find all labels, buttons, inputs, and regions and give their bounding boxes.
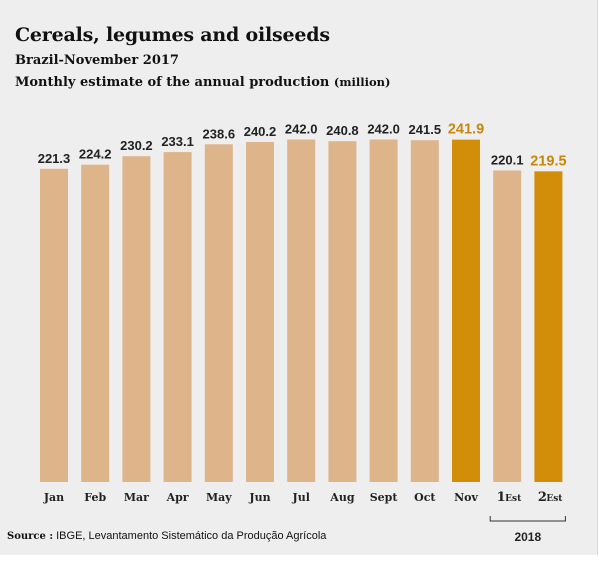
x-tick-suffix: Est — [505, 494, 522, 504]
data-label: 219.5 — [530, 153, 566, 169]
bar-Mar — [122, 156, 151, 482]
bar-Aug — [328, 141, 357, 482]
data-label: 220.1 — [491, 152, 524, 167]
data-label: 241.9 — [448, 122, 484, 138]
bar-Sept — [369, 139, 398, 482]
bar-May — [204, 144, 233, 482]
chart-subtitle: Brazil-November 2017 — [15, 53, 179, 68]
bar-Apr — [163, 152, 192, 482]
data-label: 242.0 — [367, 122, 400, 137]
x-tick-label: Apr — [166, 491, 189, 504]
bar-2 — [534, 171, 563, 483]
data-label: 233.1 — [161, 134, 194, 149]
data-label: 221.3 — [38, 151, 71, 166]
source-note: Source : IBGE, Levantamento Sistemático … — [7, 530, 326, 542]
bar-Jan — [40, 168, 68, 482]
data-label: 241.5 — [409, 122, 442, 137]
x-tick-label: Nov — [454, 491, 478, 504]
x-tick-label: Jul — [292, 491, 310, 504]
data-label: 238.6 — [203, 126, 236, 141]
x-tick-label: 2 — [538, 490, 547, 505]
x-tick-label: May — [206, 491, 232, 504]
chart-description: Monthly estimate of the annual productio… — [15, 75, 390, 90]
chart-unit: (million) — [333, 75, 391, 89]
x-tick-label: Sept — [370, 491, 399, 504]
bar-Jun — [246, 142, 274, 482]
x-tick-label: Jan — [43, 491, 64, 504]
source-label: Source : — [7, 531, 54, 542]
chart-title: Cereals, legumes and oilseeds — [15, 24, 330, 46]
data-label: 242.0 — [285, 122, 318, 137]
x-tick-label: Aug — [329, 491, 355, 504]
year-bracket — [489, 516, 566, 522]
chart-description-text: Monthly estimate of the annual productio… — [15, 75, 330, 90]
x-tick-label: Oct — [414, 491, 436, 504]
x-tick-suffix: Est — [546, 494, 563, 504]
data-label: 240.8 — [326, 123, 359, 138]
data-label: 230.2 — [120, 138, 153, 153]
bar-1 — [493, 170, 522, 483]
source-text: IBGE, Levantamento Sistemático da Produç… — [56, 530, 327, 542]
x-tick-label: Mar — [124, 491, 149, 504]
bar-Oct — [410, 140, 439, 482]
bar-Feb — [81, 164, 110, 483]
x-tick-label: Feb — [84, 491, 106, 504]
year-group-label: 2018 — [514, 530, 541, 544]
data-label: 240.2 — [244, 124, 277, 139]
bar-Nov — [452, 139, 480, 482]
data-label: 224.2 — [79, 147, 112, 162]
x-tick-label: Jun — [248, 491, 270, 504]
x-tick-label: 1 — [497, 490, 506, 505]
bar-Jul — [287, 139, 316, 482]
